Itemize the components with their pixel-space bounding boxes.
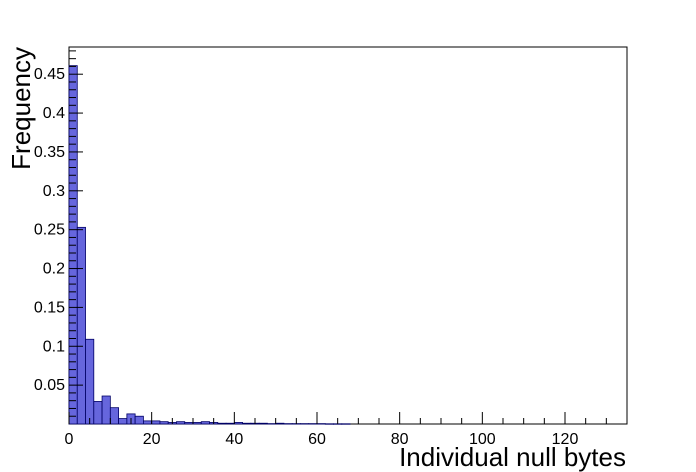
histogram-bar: [134, 415, 144, 425]
histogram-bar: [184, 422, 194, 425]
x-tick-label: 20: [143, 431, 161, 448]
histogram-bar: [85, 338, 95, 425]
histogram-bar: [101, 395, 111, 425]
histogram-bar: [233, 422, 243, 425]
plot-frame: [68, 46, 628, 425]
histogram-bar: [300, 423, 310, 425]
y-axis-ticks: 0.05 0.1 0.15 0.2 0.25 0.3 0.35 0.4 0.45: [34, 50, 83, 417]
histogram-bar: [217, 422, 227, 425]
histogram-bar: [142, 420, 153, 425]
histogram-bar: [308, 423, 318, 425]
histogram-bar: [341, 423, 351, 425]
histogram-bar: [266, 423, 277, 425]
x-tick-label: 60: [308, 431, 326, 448]
x-tick-label: 0: [65, 431, 74, 448]
histogram-bar: [109, 407, 120, 425]
histogram-bar: [242, 422, 252, 425]
x-tick-label: 40: [225, 431, 243, 448]
x-axis-ticks: 0 20 40 60 80 100 120: [65, 412, 628, 448]
y-tick-label: 0.35: [34, 144, 65, 161]
histogram-bar: [192, 422, 202, 425]
histogram-bar: [316, 423, 326, 425]
histogram-bar: [176, 421, 186, 425]
y-tick-label: 0.15: [34, 299, 65, 316]
x-tick-label: 100: [469, 431, 496, 448]
histogram-bar: [324, 423, 334, 425]
y-tick-label: 0.45: [34, 66, 65, 83]
histogram-bar: [200, 421, 210, 425]
histogram-bar: [93, 401, 103, 425]
bars-group: [68, 65, 351, 425]
histogram-bar: [159, 421, 169, 425]
y-tick-label: 0.25: [34, 222, 65, 239]
histogram-bar: [151, 420, 161, 425]
y-tick-label: 0.1: [43, 338, 65, 355]
y-axis-label: Frequency: [6, 47, 36, 170]
y-tick-label: 0.05: [34, 377, 65, 394]
histogram-bar: [225, 422, 235, 425]
histogram-bar: [118, 418, 128, 425]
histogram-bar: [275, 422, 285, 425]
y-tick-label: 0.4: [43, 105, 65, 122]
histogram-bar: [283, 423, 293, 425]
x-tick-label: 80: [391, 431, 409, 448]
x-tick-label: 120: [552, 431, 579, 448]
histogram-bar: [76, 226, 86, 425]
y-tick-label: 0.3: [43, 183, 65, 200]
y-tick-label: 0.2: [43, 261, 65, 278]
x-axis-label: Individual null bytes: [399, 442, 626, 472]
histogram-bar: [258, 422, 268, 425]
